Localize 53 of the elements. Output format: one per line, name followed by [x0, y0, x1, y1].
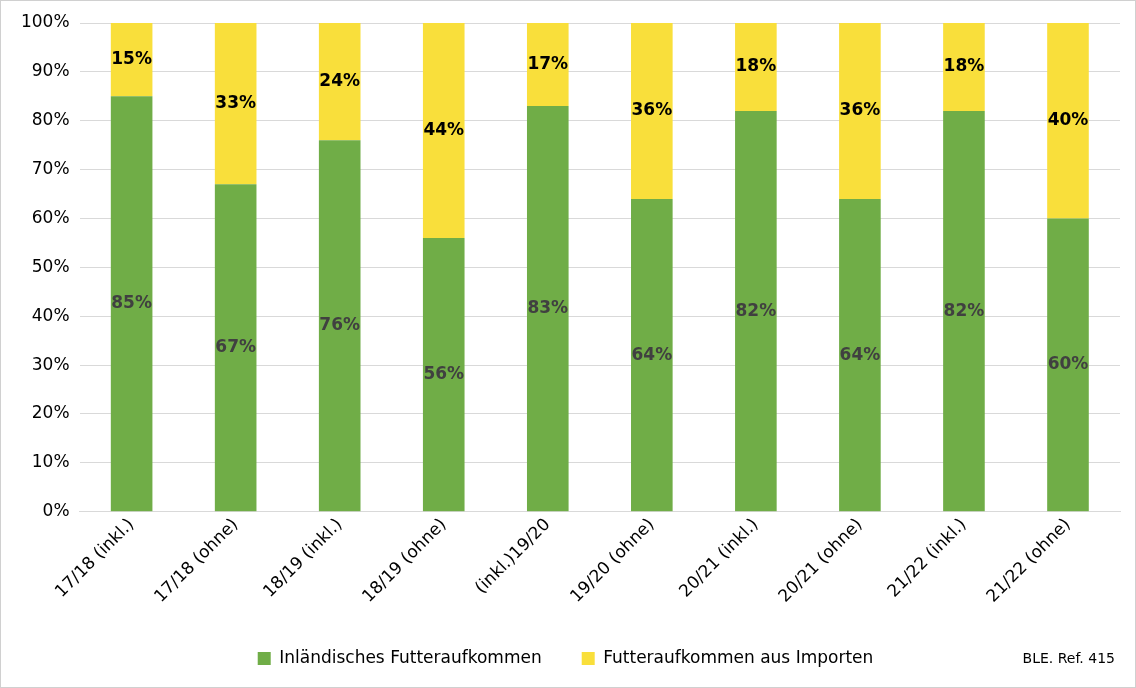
- bar: [1047, 218, 1089, 512]
- data-label: 36%: [839, 99, 881, 120]
- data-label: 76%: [319, 314, 361, 335]
- bar: [943, 23, 985, 111]
- bar: [318, 23, 361, 141]
- data-label: 83%: [527, 297, 569, 318]
- y-tick-label: 30%: [31, 353, 70, 374]
- bar: [422, 23, 465, 239]
- data-label: 64%: [839, 343, 881, 364]
- data-label: 18%: [943, 55, 985, 76]
- data-label: 64%: [631, 343, 673, 364]
- bar: [422, 238, 465, 512]
- y-tick-label: 100%: [20, 11, 70, 32]
- legend-label: Inländisches Futteraufkommen: [279, 646, 542, 667]
- y-tick-label: 90%: [31, 60, 70, 81]
- y-tick-label: 10%: [31, 451, 70, 472]
- bar: [1047, 23, 1089, 219]
- data-label: 15%: [111, 48, 152, 69]
- y-tick-label: 50%: [31, 255, 70, 276]
- bar: [526, 23, 569, 107]
- data-label: 17%: [527, 52, 569, 73]
- bar: [110, 96, 153, 512]
- data-label: 56%: [423, 363, 465, 384]
- legend-label: Futteraufkommen aus Importen: [603, 646, 874, 667]
- bar: [839, 23, 881, 199]
- y-tick-label: 20%: [31, 402, 70, 423]
- y-tick-label: 40%: [31, 304, 70, 325]
- data-label: 33%: [215, 92, 257, 113]
- bar: [214, 184, 257, 512]
- bar: [318, 140, 361, 512]
- text: BLE. Ref. 415: [1022, 649, 1115, 666]
- bar: [839, 198, 881, 512]
- data-label: 36%: [631, 99, 673, 120]
- y-tick-label: 70%: [31, 158, 70, 179]
- data-label: 40%: [1047, 109, 1089, 130]
- data-label: 67%: [215, 336, 257, 357]
- data-label: 82%: [943, 299, 985, 320]
- y-tick-label: 0%: [42, 500, 70, 521]
- data-label: 44%: [423, 118, 465, 139]
- bar: [631, 198, 673, 512]
- y-tick-label: 80%: [31, 109, 70, 130]
- data-label: 82%: [735, 299, 777, 320]
- bar: [214, 23, 257, 185]
- bar: [735, 110, 777, 512]
- data-label: 18%: [735, 55, 777, 76]
- data-label: 85%: [111, 292, 152, 313]
- bar: [735, 23, 777, 111]
- y-tick-label: 60%: [31, 206, 70, 227]
- bar: [631, 23, 673, 199]
- bar: [526, 106, 569, 512]
- bar: [943, 110, 985, 512]
- data-label: 60%: [1047, 353, 1089, 374]
- data-label: 24%: [319, 70, 361, 91]
